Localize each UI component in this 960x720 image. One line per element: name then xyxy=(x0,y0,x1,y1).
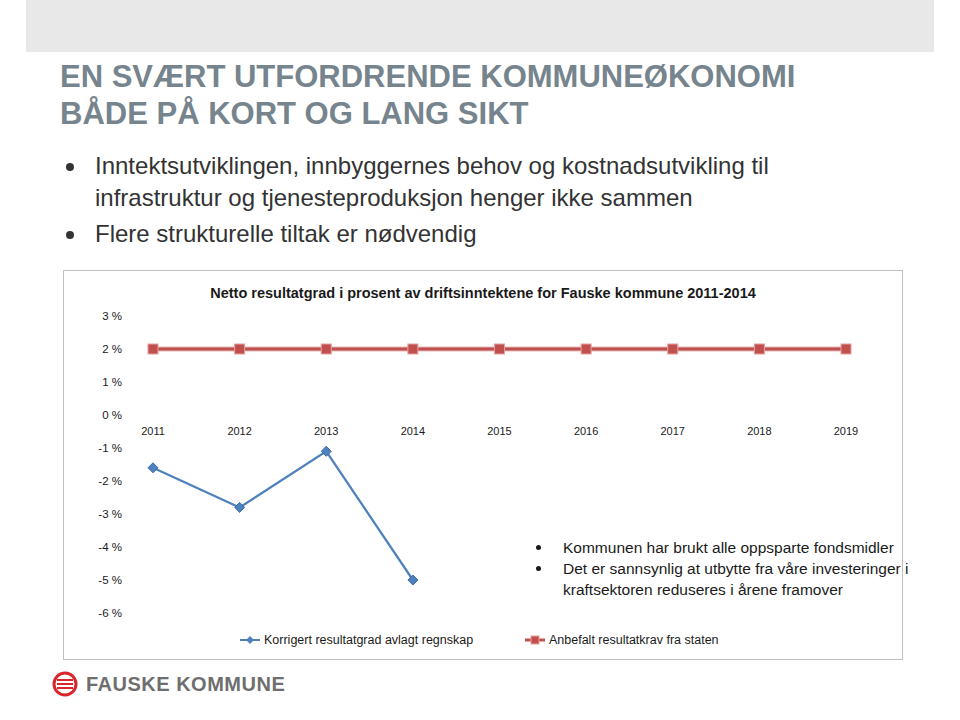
data-point xyxy=(668,344,678,354)
slide-title: EN SVÆRT UTFORDRENDE KOMMUNEØKONOMIBÅDE … xyxy=(60,58,795,132)
legend: Korrigert resultatgrad avlagt regnskap An… xyxy=(240,633,719,647)
x-tick-label: 2015 xyxy=(487,425,511,437)
bullet: Inntektsutviklingen, innbyggernes behov … xyxy=(60,150,855,214)
y-axis: -6 % -5 % -4 % -3 % -2 % -1 % 0 % 1 % 2 % 3 % xyxy=(98,310,122,619)
legend-label: Anbefalt resultatkrav fra staten xyxy=(549,633,719,647)
banner-bg xyxy=(0,0,960,52)
title-line: BÅDE PÅ KORT OG LANG SIKT xyxy=(60,95,795,132)
legend-label: Korrigert resultatgrad avlagt regnskap xyxy=(264,633,473,647)
y-tick-label: -5 % xyxy=(98,574,122,586)
y-tick-label: -1 % xyxy=(98,442,122,454)
data-point xyxy=(148,463,158,473)
y-tick-label: -6 % xyxy=(98,607,122,619)
top-banner xyxy=(0,0,960,54)
x-tick-label: 2019 xyxy=(834,425,858,437)
y-tick-label: -2 % xyxy=(98,475,122,487)
x-tick-label: 2017 xyxy=(661,425,685,437)
legend-marker xyxy=(246,636,254,644)
x-tick-label: 2011 xyxy=(141,425,165,437)
series-line xyxy=(153,451,413,580)
banner-edge xyxy=(0,0,26,52)
data-point xyxy=(148,344,158,354)
y-tick-label: 2 % xyxy=(102,343,122,355)
data-point xyxy=(235,502,245,512)
data-point xyxy=(408,344,418,354)
x-tick-label: 2014 xyxy=(401,425,425,437)
bullet: Flere strukturelle tiltak er nødvendig xyxy=(60,218,855,250)
chart: Netto resultatgrad i prosent av driftsin… xyxy=(63,270,903,660)
legend-item: Anbefalt resultatkrav fra staten xyxy=(525,633,719,647)
annotation: Kommunen har brukt alle oppsparte fondsm… xyxy=(533,537,953,558)
banner-edge xyxy=(934,0,960,52)
data-point xyxy=(495,344,505,354)
logo-ring xyxy=(54,673,76,695)
series xyxy=(148,446,418,585)
y-tick-label: 1 % xyxy=(102,376,122,388)
data-point xyxy=(841,344,851,354)
y-tick-label: -4 % xyxy=(98,541,122,553)
data-point xyxy=(754,344,764,354)
y-tick-label: -3 % xyxy=(98,508,122,520)
data-point xyxy=(581,344,591,354)
x-tick-label: 2013 xyxy=(314,425,338,437)
chart-notes: Kommunen har brukt alle oppsparte fondsm… xyxy=(533,537,953,600)
x-tick-label: 2012 xyxy=(227,425,251,437)
bullet-list: Inntektsutviklingen, innbyggernes behov … xyxy=(60,150,855,254)
legend-item: Korrigert resultatgrad avlagt regnskap xyxy=(240,633,473,647)
y-tick-label: 0 % xyxy=(102,409,122,421)
data-point xyxy=(321,344,331,354)
chart-title: Netto resultatgrad i prosent av driftsin… xyxy=(210,285,756,301)
x-tick-label: 2018 xyxy=(747,425,771,437)
data-point xyxy=(321,446,331,456)
series xyxy=(148,344,851,354)
logo-icon xyxy=(52,668,82,702)
title-line: EN SVÆRT UTFORDRENDE KOMMUNEØKONOMI xyxy=(60,58,795,95)
logo-text: FAUSKE KOMMUNE xyxy=(86,673,285,696)
x-axis: 2011 2012 2013 2014 2015 2016 2017 2018 2019 xyxy=(141,425,858,437)
chart-frame xyxy=(64,271,903,660)
y-tick-label: 3 % xyxy=(102,310,122,322)
x-tick-label: 2016 xyxy=(574,425,598,437)
data-point xyxy=(408,575,418,585)
data-point xyxy=(235,344,245,354)
legend-marker xyxy=(531,636,539,644)
annotation: Det er sannsynlig at utbytte fra våre in… xyxy=(533,558,953,600)
logo-lines xyxy=(57,680,73,688)
